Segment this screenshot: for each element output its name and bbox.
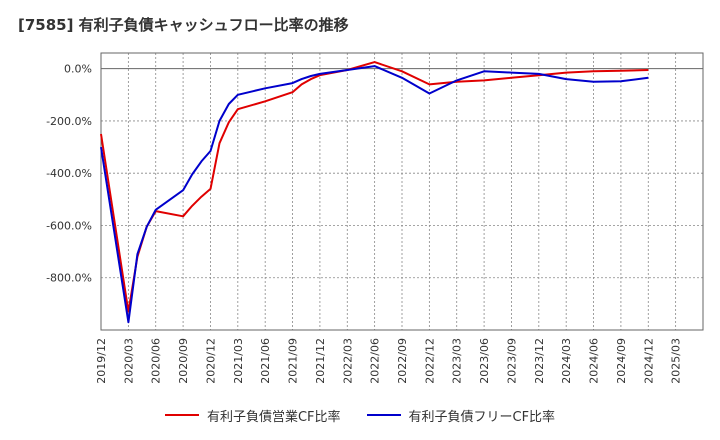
y-tick-label: 0.0% xyxy=(64,63,92,76)
x-tick-label: 2021/09 xyxy=(287,338,300,384)
x-tick-label: 2024/03 xyxy=(560,338,573,384)
y-tick-label: -200.0% xyxy=(46,115,92,128)
x-tick-label: 2024/12 xyxy=(642,338,655,384)
legend-item-operating-cf: 有利子負債営業CF比率 xyxy=(164,406,341,425)
x-tick-label: 2020/06 xyxy=(150,338,163,384)
plot-border xyxy=(100,52,704,331)
x-tick-label: 2025/03 xyxy=(670,338,683,384)
x-tick-label: 2022/12 xyxy=(423,338,436,384)
x-tick-label: 2022/09 xyxy=(396,338,409,384)
chart-title: [7585] 有利子負債キャッシュフロー比率の推移 xyxy=(18,16,349,34)
x-tick-label: 2021/03 xyxy=(232,338,245,384)
y-tick-label: -800.0% xyxy=(46,272,92,285)
x-tick-label: 2024/09 xyxy=(615,338,628,384)
x-tick-label: 2019/12 xyxy=(95,338,108,384)
x-tick-label: 2021/12 xyxy=(314,338,327,384)
x-tick-label: 2023/12 xyxy=(533,338,546,384)
x-tick-label: 2020/03 xyxy=(122,338,135,384)
x-tick-label: 2021/06 xyxy=(259,338,272,384)
y-tick-label: -600.0% xyxy=(46,219,92,232)
x-tick-label: 2024/06 xyxy=(588,338,601,384)
x-tick-label: 2022/06 xyxy=(369,338,382,384)
x-tick-label: 2022/03 xyxy=(341,338,354,384)
y-tick-label: -400.0% xyxy=(46,167,92,180)
legend-swatch-operating-cf xyxy=(164,414,199,416)
x-tick-label: 2023/09 xyxy=(505,338,518,384)
legend: 有利子負債営業CF比率 有利子負債フリーCF比率 xyxy=(0,404,720,426)
x-tick-label: 2023/06 xyxy=(478,338,491,384)
series-line-operating-cf xyxy=(100,61,649,313)
legend-label-free-cf: 有利子負債フリーCF比率 xyxy=(408,409,556,425)
x-tick-label: 2020/09 xyxy=(177,338,190,384)
legend-item-free-cf: 有利子負債フリーCF比率 xyxy=(366,406,556,425)
x-tick-label: 2020/12 xyxy=(204,338,217,384)
legend-swatch-free-cf xyxy=(366,414,401,416)
legend-label-operating-cf: 有利子負債営業CF比率 xyxy=(206,409,341,425)
series-line-free-cf xyxy=(100,65,649,324)
x-tick-label: 2023/03 xyxy=(451,338,464,384)
